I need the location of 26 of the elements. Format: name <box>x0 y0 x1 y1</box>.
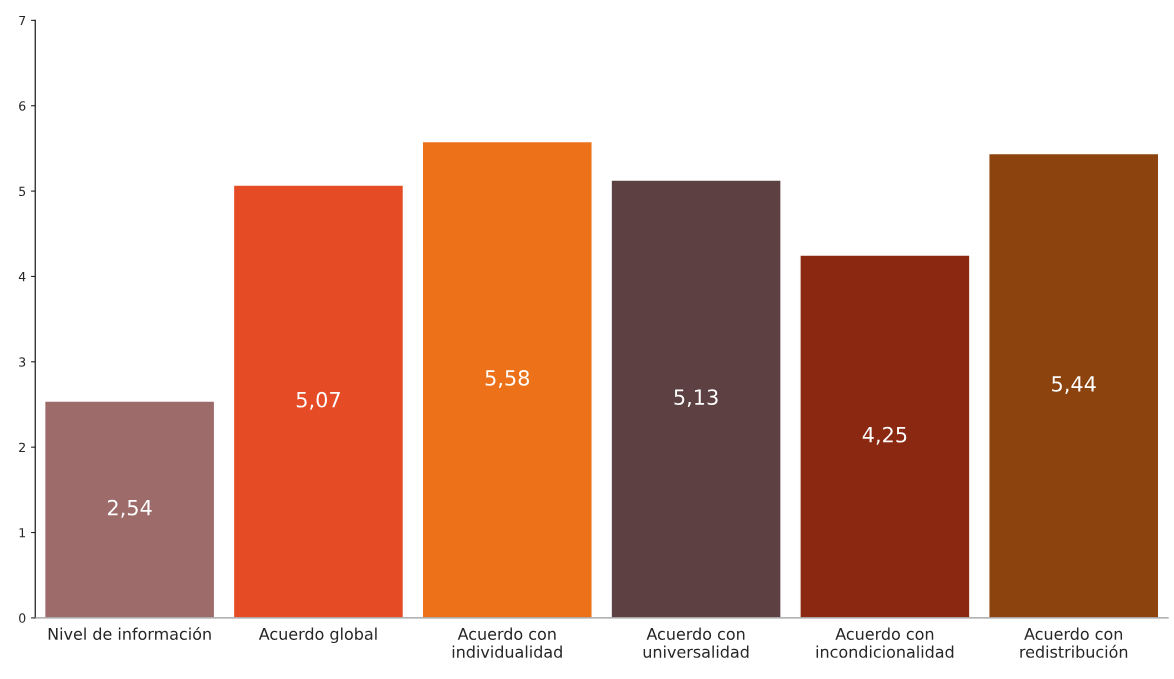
bar <box>232 184 405 618</box>
data-label: 5,44 <box>1052 376 1096 394</box>
y-tick-label: 1 <box>19 528 26 538</box>
data-label: 4,25 <box>862 426 907 445</box>
y-tick-label: 3 <box>19 357 26 367</box>
y-tick-label: 7 <box>19 16 26 26</box>
x-tick-label: Acuerdo global <box>258 627 377 644</box>
bar <box>43 400 216 618</box>
data-label: 5,13 <box>674 389 718 408</box>
y-tick-label: 4 <box>18 272 26 282</box>
x-tick-label: Acuerdo con redistribución <box>1020 627 1128 658</box>
data-label: 5,07 <box>296 391 340 410</box>
y-tick-label: 2 <box>19 442 25 452</box>
x-tick-label: Acuerdo con incondicionalidad <box>816 627 954 658</box>
data-label: 5,58 <box>485 370 530 388</box>
x-tick-label: Acuerdo con universalidad <box>643 627 749 658</box>
bar <box>799 254 971 618</box>
bar <box>421 140 593 618</box>
y-tick-label: 5 <box>19 186 26 197</box>
bar <box>610 179 782 618</box>
bar <box>988 152 1160 618</box>
x-tick-label: Nivel de información <box>48 626 211 640</box>
data-label: 2,54 <box>107 499 152 518</box>
x-tick-label: Acuerdo con individualidad <box>452 627 562 658</box>
y-tick-label: 6 <box>19 101 26 111</box>
y-tick-label: 0 <box>19 613 26 623</box>
